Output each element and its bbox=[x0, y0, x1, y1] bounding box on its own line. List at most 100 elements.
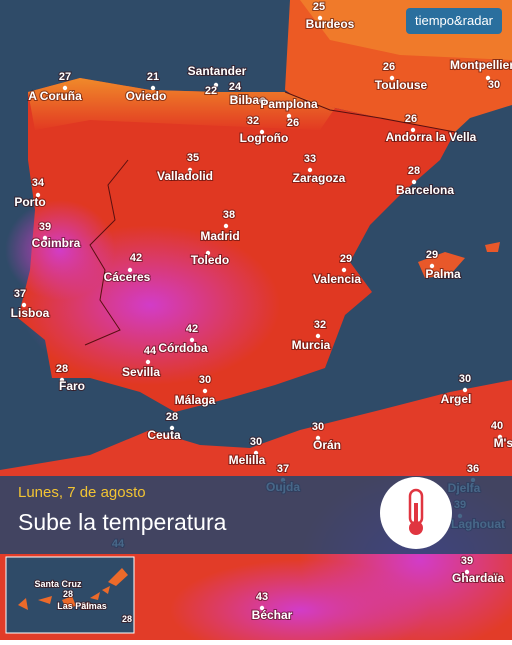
city-temp: 28 bbox=[166, 411, 178, 423]
city-name: Santander bbox=[188, 64, 247, 78]
city-temp: 42 bbox=[130, 252, 142, 264]
inset-name: Santa Cruz bbox=[34, 579, 82, 589]
city-name: Córdoba bbox=[158, 341, 208, 355]
city-name: Porto bbox=[14, 195, 45, 209]
thermometer-bulb bbox=[409, 521, 423, 535]
city-dot bbox=[187, 167, 193, 173]
city-dot bbox=[485, 75, 491, 81]
city-name: Toulouse bbox=[375, 78, 428, 92]
city-dot bbox=[253, 450, 259, 456]
city-name: Burdeos bbox=[306, 17, 355, 31]
city-dot bbox=[233, 95, 239, 101]
city-dot bbox=[42, 235, 48, 241]
city-dot bbox=[35, 192, 41, 198]
inset-temp: 28 bbox=[122, 614, 132, 624]
city-dot bbox=[286, 113, 292, 119]
city-name: Sevilla bbox=[122, 365, 160, 379]
city-dot bbox=[59, 377, 65, 383]
city-dot bbox=[145, 359, 151, 365]
city-temp: 37 bbox=[14, 288, 26, 300]
canary-islands bbox=[18, 568, 128, 610]
city-dot bbox=[315, 333, 321, 339]
city-name: Zaragoza bbox=[293, 171, 346, 185]
city-temp: 26 bbox=[405, 113, 417, 125]
inset-name: Las Palmas bbox=[57, 601, 107, 611]
city-dot bbox=[205, 250, 211, 256]
city-name: Montpellier bbox=[450, 58, 512, 72]
city-name: Toledo bbox=[191, 253, 229, 267]
city-name: Lisboa bbox=[11, 306, 50, 320]
city-dot bbox=[410, 127, 416, 133]
heat-patch bbox=[5, 200, 115, 300]
mallorca bbox=[418, 252, 465, 278]
city-temp: 33 bbox=[304, 153, 316, 165]
city-name: Málaga bbox=[175, 393, 216, 407]
city-dot bbox=[127, 267, 133, 273]
city-name: Bilbao bbox=[230, 93, 267, 107]
city-dot bbox=[497, 434, 503, 440]
border bbox=[84, 159, 129, 346]
city-name: Coimbra bbox=[32, 236, 81, 250]
city-dot bbox=[429, 263, 435, 269]
menorca bbox=[485, 242, 500, 252]
city-dot bbox=[189, 337, 195, 343]
city-temp: 29 bbox=[340, 253, 352, 265]
city-name: Valladolid bbox=[157, 169, 213, 183]
city-temp: 30 bbox=[250, 436, 262, 448]
banner-date: Lunes, 7 de agosto bbox=[18, 484, 146, 501]
city-name: Palma bbox=[425, 267, 461, 281]
city-dot bbox=[341, 267, 347, 273]
city-name: Andorra la Vella bbox=[386, 130, 477, 144]
city-name: Cáceres bbox=[104, 270, 151, 284]
city-name: Barcelona bbox=[396, 183, 454, 197]
city-temp: 38 bbox=[223, 209, 235, 221]
city-name: Murcia bbox=[292, 338, 331, 352]
city-temp: 39 bbox=[461, 555, 473, 567]
city-name: Ghardaïa bbox=[452, 571, 504, 585]
city-dot bbox=[202, 388, 208, 394]
city-temp: 32 bbox=[247, 115, 259, 127]
city-temp: 26 bbox=[287, 117, 299, 129]
city-dot bbox=[21, 302, 27, 308]
city-name: Orán bbox=[313, 438, 341, 452]
city-dot bbox=[213, 82, 219, 88]
city-name: Argel bbox=[441, 392, 472, 406]
city-temp: 24 bbox=[229, 81, 242, 93]
city-temp: 30 bbox=[312, 421, 324, 433]
city-temp: 35 bbox=[187, 152, 199, 164]
city-name: M'sila bbox=[494, 436, 512, 450]
city-dot bbox=[223, 223, 229, 229]
city-name: Oviedo bbox=[126, 89, 167, 103]
city-temp: 30 bbox=[199, 374, 211, 386]
city-dot bbox=[462, 387, 468, 393]
city-name: Madrid bbox=[200, 229, 239, 243]
city-temp: 43 bbox=[256, 591, 268, 603]
city-temp: 21 bbox=[147, 71, 159, 83]
city-name: A Coruña bbox=[28, 89, 82, 103]
city-dot bbox=[259, 605, 265, 611]
inset-temp: 28 bbox=[63, 589, 73, 599]
city-temp: 29 bbox=[426, 249, 438, 261]
city-dot bbox=[169, 425, 175, 431]
city-temp: 34 bbox=[32, 177, 45, 189]
inset-box bbox=[5, 556, 135, 634]
city-dot bbox=[464, 569, 470, 575]
city-temp: 44 bbox=[144, 345, 157, 357]
city-dot bbox=[317, 15, 323, 21]
city-name: Béchar bbox=[252, 608, 293, 622]
heat-patch bbox=[170, 560, 430, 645]
city-dot bbox=[62, 85, 68, 91]
city-temp: 30 bbox=[488, 79, 500, 91]
city-name: Valencia bbox=[313, 272, 361, 286]
city-temp: 37 bbox=[277, 463, 289, 475]
city-name: Melilla bbox=[229, 453, 266, 467]
city-dot bbox=[259, 129, 265, 135]
city-temp: 39 bbox=[39, 221, 51, 233]
city-name: Logroño bbox=[240, 131, 289, 145]
inset-temp: 29 bbox=[81, 601, 91, 611]
city-temp: 32 bbox=[314, 319, 326, 331]
city-dot bbox=[150, 85, 156, 91]
city-dot bbox=[315, 435, 321, 441]
